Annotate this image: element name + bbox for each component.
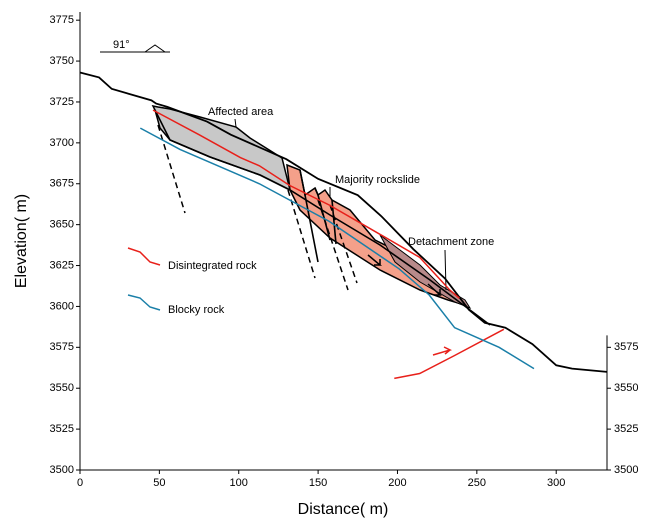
slide-boundary — [299, 169, 319, 263]
legend-swatch — [127, 294, 161, 311]
x-axis-label: Distance( m) — [298, 501, 389, 518]
fracture — [287, 189, 316, 279]
fracture — [329, 204, 358, 284]
series-line — [152, 109, 505, 380]
arrow — [427, 283, 442, 296]
dip-label: 91° — [113, 39, 130, 51]
y2-tick-label: 3500 — [614, 464, 638, 476]
leader — [444, 249, 447, 291]
series-line — [139, 127, 535, 370]
y2-tick-label: 3525 — [614, 423, 638, 435]
annotation: Majority rockslide — [335, 174, 420, 186]
y2-tick-label: 3550 — [614, 382, 638, 394]
y-tick-label: 3500 — [50, 464, 74, 476]
y-tick-label: 3525 — [50, 423, 74, 435]
x-tick-label: 150 — [309, 477, 327, 489]
y-tick-label: 3600 — [50, 300, 74, 312]
y-tick-label: 3625 — [50, 259, 74, 271]
y-tick-label: 3725 — [50, 96, 74, 108]
x-tick-label: 50 — [153, 477, 165, 489]
slide-boundary — [314, 187, 331, 241]
y-tick-label: 3675 — [50, 178, 74, 190]
legend-label: Blocky rock — [168, 304, 225, 316]
legend-label: Disintegrated rock — [168, 260, 257, 272]
arrow — [367, 254, 383, 266]
fracture — [317, 199, 349, 291]
y-tick-label: 3550 — [50, 382, 74, 394]
series-line — [79, 71, 608, 373]
detachment-area — [379, 234, 472, 310]
x-tick-label: 0 — [77, 477, 83, 489]
annotation: Affected area — [208, 106, 274, 118]
y-tick-label: 3650 — [50, 219, 74, 231]
legend-swatch — [127, 247, 161, 266]
x-tick-label: 100 — [230, 477, 248, 489]
x-tick-label: 250 — [468, 477, 486, 489]
y-tick-label: 3775 — [50, 14, 74, 26]
x-tick-label: 300 — [547, 477, 565, 489]
arrow — [432, 346, 453, 356]
x-tick-label: 200 — [388, 477, 406, 489]
y-tick-label: 3575 — [50, 341, 74, 353]
leader — [234, 118, 237, 128]
dip-symbol — [144, 44, 166, 53]
slide-base — [154, 109, 491, 326]
annotation: Detachment zone — [408, 236, 494, 248]
y2-tick-label: 3575 — [614, 341, 638, 353]
y-tick-label: 3700 — [50, 137, 74, 149]
y-axis-label: Elevation( m) — [13, 194, 30, 288]
y-tick-label: 3750 — [50, 55, 74, 67]
